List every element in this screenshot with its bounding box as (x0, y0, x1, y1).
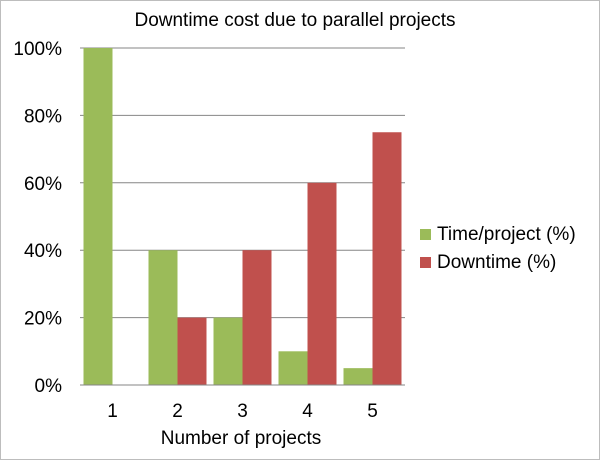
bar-time-per-project-5 (343, 368, 373, 385)
bar-time-per-project-2 (148, 250, 178, 385)
bar-downtime-3 (242, 250, 272, 385)
x-axis-label: Number of projects (161, 428, 322, 449)
x-axis-tick-labels: 1 2 3 4 5 (107, 401, 378, 422)
legend-label: Downtime (%) (437, 252, 556, 273)
y-tick-label: 60% (24, 174, 62, 195)
legend-label: Time/project (%) (437, 224, 576, 245)
bar-time-per-project-4 (278, 351, 308, 385)
x-tick-label: 5 (367, 401, 378, 422)
x-tick-label: 1 (107, 401, 118, 422)
x-tick-label: 4 (302, 401, 313, 422)
x-tick-label: 3 (237, 401, 248, 422)
y-axis-tick-labels: 0% 20% 40% 60% 80% 100% (13, 39, 62, 397)
legend-swatch (420, 257, 431, 268)
legend: Time/project (%) Downtime (%) (420, 224, 576, 273)
y-tick-label: 0% (35, 376, 63, 397)
bars (83, 48, 402, 385)
bar-time-per-project-3 (213, 317, 243, 385)
legend-swatch (420, 229, 431, 240)
chart-title: Downtime cost due to parallel projects (134, 10, 455, 31)
y-tick-label: 100% (13, 39, 62, 60)
bar-time-per-project-1 (83, 48, 113, 385)
bar-downtime-5 (372, 132, 402, 385)
y-tick-label: 20% (24, 309, 62, 330)
x-tick-label: 2 (172, 401, 183, 422)
y-tick-label: 80% (24, 106, 62, 127)
bar-downtime-2 (177, 317, 207, 385)
bar-downtime-4 (307, 182, 337, 385)
y-tick-label: 40% (24, 241, 62, 262)
